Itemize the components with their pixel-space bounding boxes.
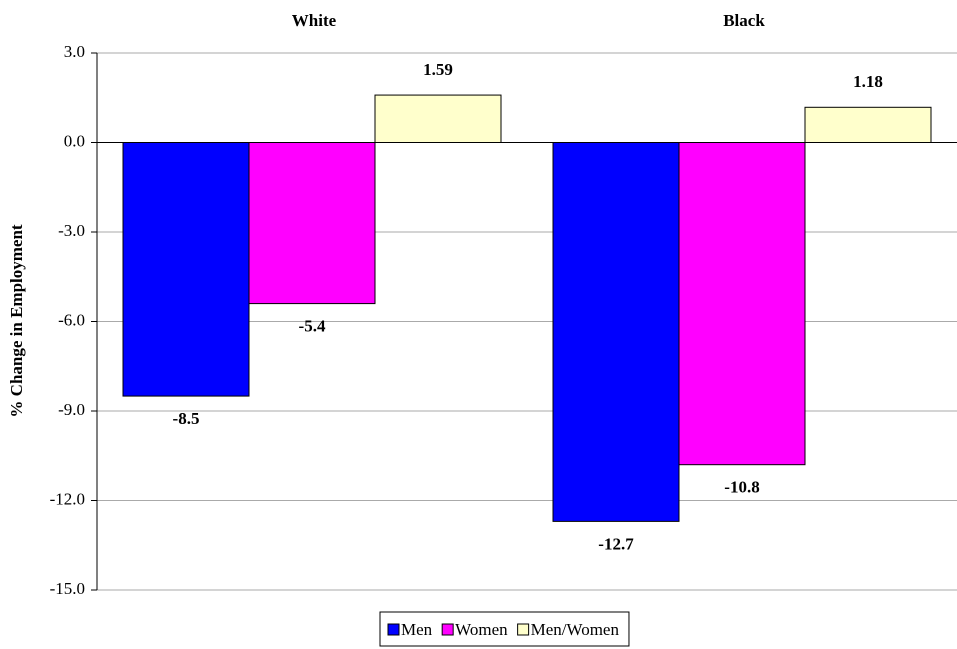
data-label: -10.8 (724, 478, 759, 497)
y-tick-label: -15.0 (50, 579, 85, 598)
bar (248, 142, 376, 305)
data-label: -8.5 (173, 409, 200, 428)
bar (552, 142, 680, 522)
legend: Men Women Men/Women (379, 611, 630, 647)
bar (122, 142, 250, 397)
bar (374, 94, 502, 144)
y-tick-label: 0.0 (64, 131, 85, 150)
category-label: Black (723, 11, 765, 30)
legend-label: Men (401, 620, 433, 639)
bar (804, 106, 932, 144)
y-tick-label: -12.0 (50, 489, 85, 508)
data-label: 1.18 (853, 72, 883, 91)
y-tick-label: -9.0 (58, 400, 85, 419)
bar (678, 142, 806, 466)
y-axis-label: % Change in Employment (7, 224, 26, 417)
legend-swatch (387, 623, 400, 636)
y-tick-label: -3.0 (58, 221, 85, 240)
legend-label: Men/Women (531, 620, 620, 639)
y-tick-label: 3.0 (64, 42, 85, 61)
legend-swatch (517, 623, 530, 636)
data-label: -5.4 (299, 317, 326, 336)
y-tick-label: -6.0 (58, 310, 85, 329)
category-label: White (292, 11, 337, 30)
legend-box (379, 611, 630, 647)
data-label: -12.7 (598, 534, 634, 553)
legend-label: Women (455, 620, 508, 639)
legend-swatch (441, 623, 454, 636)
data-label: 1.59 (423, 60, 453, 79)
